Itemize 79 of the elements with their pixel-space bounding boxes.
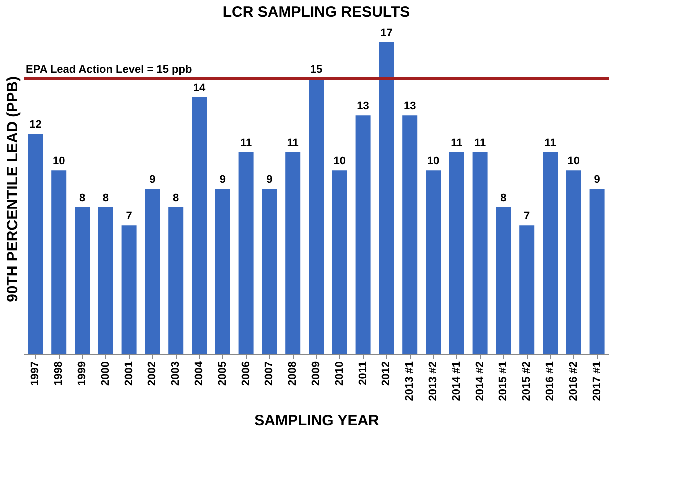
bar bbox=[309, 79, 324, 354]
x-tick-label: 1997 bbox=[30, 362, 42, 386]
bar bbox=[520, 226, 535, 354]
data-label: 11 bbox=[451, 137, 463, 150]
x-tick-label: 2002 bbox=[146, 362, 159, 386]
data-label: 9 bbox=[150, 174, 156, 186]
x-tick-label: 2006 bbox=[240, 362, 252, 386]
x-tick-label: 2008 bbox=[287, 362, 300, 386]
bar bbox=[402, 116, 418, 354]
data-label: 9 bbox=[266, 174, 273, 186]
data-label: 10 bbox=[427, 156, 440, 168]
bar bbox=[449, 152, 464, 354]
x-tick-label: 2012 bbox=[380, 362, 393, 386]
x-tick-label: 2017 #1 bbox=[591, 362, 604, 402]
x-tick-label: 2009 bbox=[310, 362, 322, 386]
bar bbox=[590, 189, 605, 354]
ref-line-label: EPA Lead Action Level = 15 ppb bbox=[26, 64, 192, 76]
data-label: 11 bbox=[240, 137, 252, 150]
x-tick-label: 2011 bbox=[357, 362, 370, 386]
x-tick-label: 2014 #1 bbox=[450, 362, 463, 402]
data-label: 12 bbox=[30, 119, 42, 131]
chart-title: LCR SAMPLING RESULTS bbox=[222, 4, 410, 21]
data-label: 13 bbox=[404, 100, 416, 113]
data-label: 15 bbox=[310, 64, 323, 76]
bar bbox=[379, 42, 394, 354]
data-label: 9 bbox=[594, 174, 600, 186]
data-label: 17 bbox=[380, 27, 393, 40]
bar bbox=[75, 207, 90, 354]
bar bbox=[238, 152, 254, 354]
data-label: 8 bbox=[500, 192, 507, 204]
bar bbox=[472, 152, 488, 354]
bar bbox=[192, 97, 207, 354]
bar bbox=[262, 189, 278, 354]
data-label: 9 bbox=[220, 174, 226, 186]
bar bbox=[332, 170, 348, 354]
bar bbox=[52, 170, 67, 354]
bar bbox=[426, 170, 441, 354]
data-label: 8 bbox=[102, 192, 109, 204]
bar bbox=[356, 116, 371, 354]
bar bbox=[286, 152, 301, 354]
data-label: 10 bbox=[334, 156, 346, 168]
x-tick-label: 2003 bbox=[170, 362, 182, 386]
data-label: 10 bbox=[568, 156, 580, 168]
data-label: 11 bbox=[544, 137, 556, 150]
bar bbox=[543, 152, 558, 354]
data-label: 7 bbox=[126, 210, 132, 223]
bar bbox=[566, 170, 582, 354]
bar bbox=[98, 207, 114, 354]
x-tick-label: 2007 bbox=[264, 362, 276, 386]
x-tick-label: 2010 bbox=[334, 362, 346, 386]
x-tick-label: 1999 bbox=[76, 362, 88, 386]
x-tick-label: 2005 bbox=[216, 362, 229, 386]
x-tick-label: 2016 #2 bbox=[568, 362, 580, 402]
data-label: 8 bbox=[79, 192, 86, 204]
data-label: 11 bbox=[474, 137, 486, 150]
x-tick-label: 2000 bbox=[100, 362, 112, 386]
bar bbox=[28, 134, 44, 354]
bar bbox=[122, 226, 137, 354]
bar bbox=[168, 207, 184, 354]
x-tick-label: 2013 #2 bbox=[428, 362, 440, 402]
x-tick-label: 2016 #1 bbox=[544, 362, 556, 402]
x-axis-title: SAMPLING YEAR bbox=[254, 412, 380, 430]
data-label: 7 bbox=[524, 210, 530, 223]
y-axis-title: 90TH PERCENTILE LEAD (PPB) bbox=[4, 76, 22, 302]
data-label: 13 bbox=[357, 100, 370, 113]
x-tick-label: 2015 #2 bbox=[521, 362, 534, 402]
x-tick-label: 2001 bbox=[123, 362, 136, 386]
data-label: 10 bbox=[52, 156, 66, 168]
x-tick-label: 2015 #1 bbox=[498, 362, 510, 402]
x-tick-label: 2014 #2 bbox=[474, 362, 486, 402]
x-tick-label: 2013 #1 bbox=[404, 362, 416, 402]
bar bbox=[496, 207, 512, 354]
data-label: 14 bbox=[193, 82, 206, 94]
bar bbox=[215, 189, 230, 354]
x-tick-label: 1998 bbox=[53, 362, 66, 386]
data-label: 8 bbox=[173, 192, 180, 204]
bar bbox=[145, 189, 160, 354]
data-label: 11 bbox=[287, 137, 299, 150]
x-tick-label: 2004 bbox=[194, 360, 206, 386]
